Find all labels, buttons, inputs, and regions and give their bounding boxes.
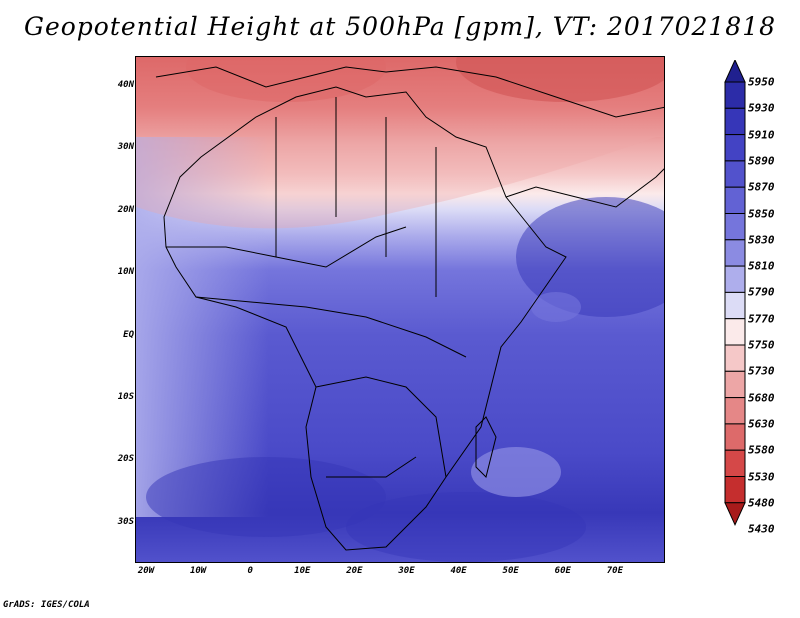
colorbar-label: 5770 [748,312,775,326]
colorbar-label: 5680 [748,391,775,405]
geopotential-field [136,57,664,562]
colorbar-box [724,186,746,214]
colorbar-box [724,134,746,162]
colorbar-label: 5480 [748,496,775,510]
lat-label: 10S [117,392,134,402]
colorbar-label: 5910 [748,128,775,142]
lat-label: 30S [117,516,134,527]
colorbar-bottom-triangle [724,502,746,527]
colorbar-box [724,265,746,293]
colorbar-label: 5830 [748,233,775,247]
colorbar-box [724,160,746,188]
colorbar-box [724,318,746,346]
colorbar-label: 5890 [748,154,775,168]
lon-label: 10W [189,566,207,576]
colorbar-box [724,107,746,136]
map-title: Geopotential Height at 500hPa [gpm], VT:… [23,12,777,41]
colorbar-label: 5950 [748,75,775,89]
lat-label: EQ [123,329,134,340]
lon-label: 20W [137,566,155,576]
colorbar-box [724,239,746,267]
colorbar-top-triangle [724,60,746,83]
colorbar-box [724,449,746,478]
colorbar-box [724,291,746,320]
colorbar-box [724,213,746,241]
lat-label: 30N [117,142,134,153]
lat-label: 20N [117,204,134,215]
colorbar-box [724,370,746,399]
colorbar-label: 5810 [748,259,775,273]
lon-label: 10E [294,566,311,576]
lon-label: 70E [606,566,624,576]
lat-label: 40N [117,80,134,90]
colorbar-label: 5790 [748,285,775,299]
colorbar [724,60,746,527]
colorbar-label: 5530 [748,470,775,483]
lon-label: 20E [346,566,363,576]
colorbar-label: 5630 [748,417,775,431]
lon-label: 60E [554,566,571,576]
colorbar-label: 5930 [748,101,775,115]
colorbar-label: 5430 [748,522,775,536]
colorbar-label: 5730 [748,364,775,378]
lon-label: 50E [502,566,519,576]
colorbar-label: 5870 [748,180,775,194]
lon-label: 0 [247,566,253,576]
credit-text: GrADS: IGES/COLA [3,600,90,610]
lat-label: 10N [117,267,134,278]
map-panel [135,56,665,563]
colorbar-box [724,423,746,451]
colorbar-label: 5850 [748,207,775,220]
colorbar-box [724,476,746,504]
colorbar-box [724,344,746,372]
colorbar-label: 5580 [748,443,775,457]
colorbar-box [724,397,746,425]
lon-label: 30E [398,566,415,576]
colorbar-label: 5750 [748,338,775,352]
colorbar-box [724,81,746,109]
lon-label: 40E [450,566,467,576]
lat-label: 20S [117,454,134,465]
